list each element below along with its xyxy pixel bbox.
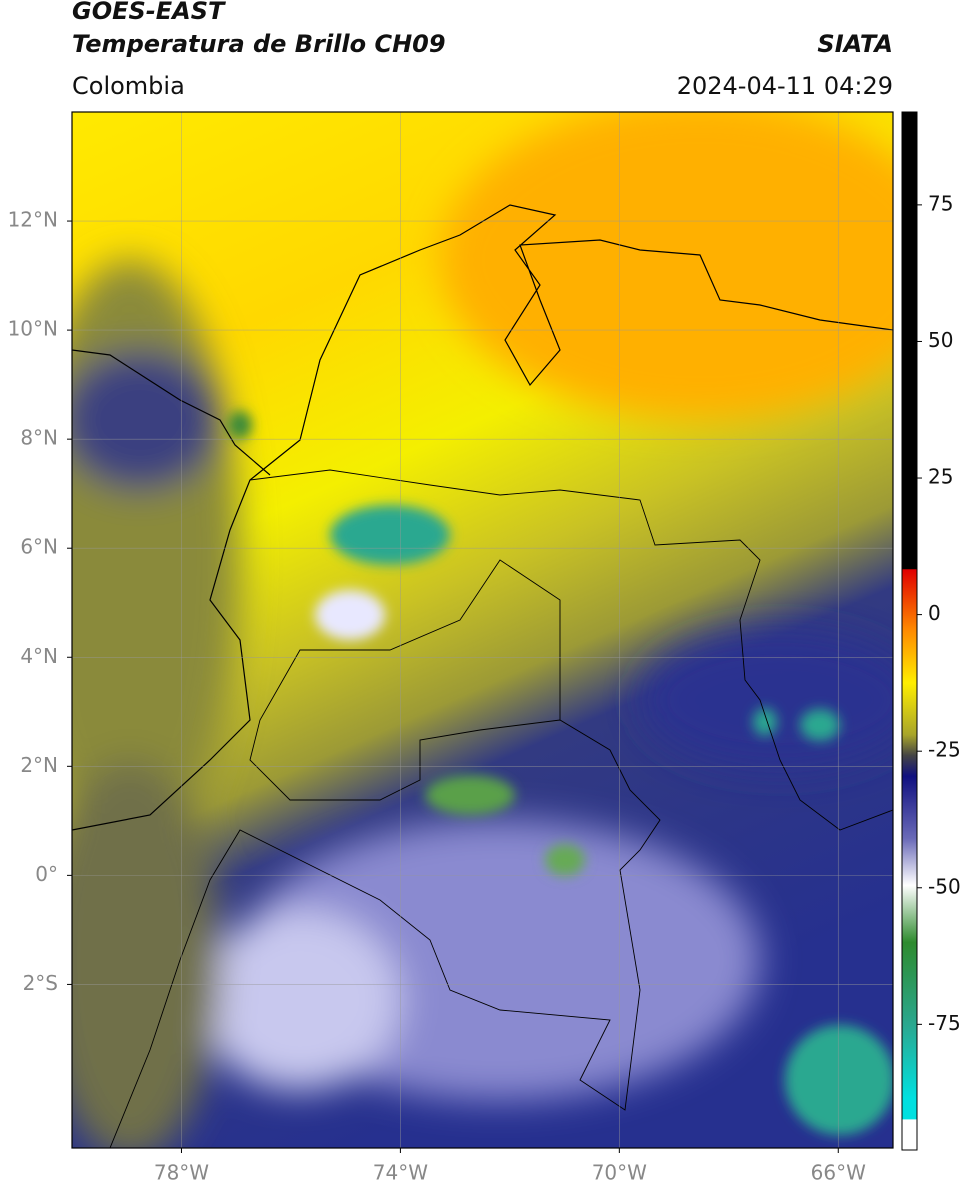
grid (72, 112, 893, 1148)
y-tick-label: 6°N (20, 535, 58, 559)
x-tick-label: 66°W (811, 1161, 866, 1185)
colorbar-tick-label: 0 (928, 601, 941, 625)
satellite-image (72, 112, 893, 1148)
colorbar-tick-label: 75 (928, 191, 953, 215)
colorbar-tick-label: -50 (928, 874, 961, 898)
y-tick-label: 10°N (8, 317, 58, 341)
x-tick-label: 70°W (592, 1161, 647, 1185)
x-tick-label: 78°W (154, 1161, 209, 1185)
colorbar-tick-label: -75 (928, 1011, 961, 1035)
y-tick-label: 2°S (23, 971, 58, 995)
datetime: 2024-04-11 04:29 (677, 72, 893, 100)
y-tick-label: 2°N (20, 753, 58, 777)
colorbar (901, 111, 918, 1151)
y-tick-label: 12°N (8, 208, 58, 232)
colorbar-tick-label: -25 (928, 738, 961, 762)
y-tick-label: 0° (35, 862, 58, 886)
y-tick-label: 8°N (20, 426, 58, 450)
title: GOES-EAST (72, 0, 226, 25)
map-frame (71, 111, 894, 1149)
colorbar-tick-label: 25 (928, 465, 953, 489)
colorbar-tick-label: 50 (928, 328, 953, 352)
x-tick-label: 74°W (373, 1161, 428, 1185)
source: SIATA (817, 30, 893, 58)
subtitle: Temperatura de Brillo CH09 (72, 30, 446, 58)
region: Colombia (72, 72, 185, 100)
y-tick-label: 4°N (20, 644, 58, 668)
